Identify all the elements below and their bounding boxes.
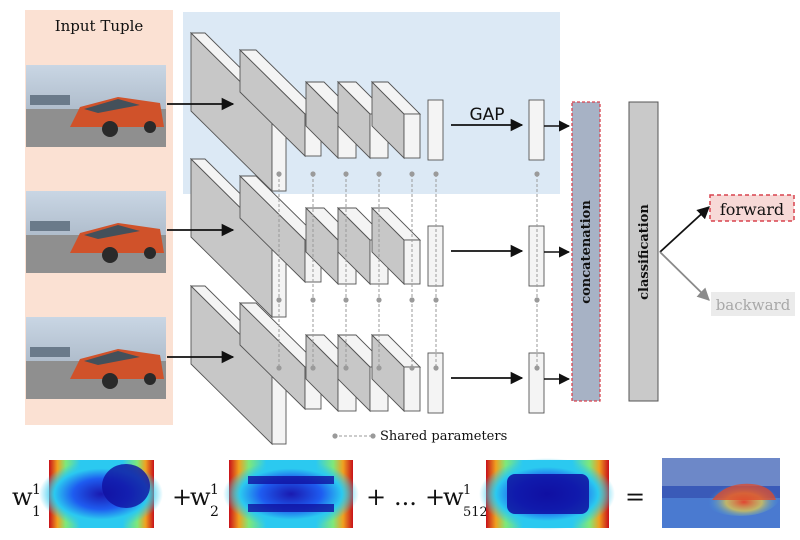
backward-arrow [659, 251, 710, 301]
cnn-stream-1 [167, 31, 571, 193]
input-frame-2 [26, 191, 166, 273]
weight-1-subscript: 1 [32, 504, 41, 520]
gap-vector [528, 99, 545, 161]
plus-sign: + [366, 483, 386, 511]
weight-512-subscript: 512 [463, 505, 488, 520]
classification-layer [628, 101, 659, 402]
shared-parameter-link [343, 171, 349, 371]
forward-label: forward [720, 200, 784, 219]
shared-parameter-link [409, 171, 415, 371]
weight-2-subscript: 2 [210, 504, 219, 520]
shared-parameters-legend-dot [332, 433, 338, 439]
cnn-stream-3 [167, 284, 571, 446]
weight-512-symbol: w [443, 483, 464, 511]
conv-block-5 [370, 333, 422, 413]
gap-vector [528, 352, 545, 414]
feature-map-heatmap-1 [39, 460, 163, 528]
conv-block-5 [370, 80, 422, 160]
shared-parameter-link [376, 171, 382, 371]
shared-parameters-legend-dot [370, 433, 376, 439]
shared-parameter-link [276, 171, 282, 371]
forward-box [709, 194, 795, 222]
weight-1-symbol: w [12, 483, 33, 511]
classification-label: classification [637, 204, 652, 300]
backward-label: backward [716, 296, 791, 314]
concatenation-label: concatenation [579, 200, 594, 304]
input-frame-3 [26, 317, 166, 399]
input-frame-1 [26, 65, 166, 147]
conv-output-vector [427, 352, 444, 414]
shared-parameters-label: Shared parameters [380, 429, 507, 444]
shared-parameter-link [433, 171, 439, 371]
backward-box [711, 292, 795, 316]
conv-block-2 [238, 48, 323, 158]
feature-map-heatmap-512 [479, 458, 615, 530]
plus-sign: + [172, 483, 192, 511]
weight-2-symbol: w [190, 483, 211, 511]
concatenation-layer [571, 101, 601, 402]
shared-parameter-link [310, 171, 316, 371]
ellipsis: ... [394, 483, 417, 511]
shared-parameter-link [534, 171, 540, 371]
weight-2-superscript: 1 [210, 482, 219, 498]
weight-1-superscript: 1 [32, 482, 41, 498]
cam-equation: w 1 1 + w 1 2 + ... + w 1 512 = [12, 482, 645, 520]
conv-output-vector [427, 99, 444, 161]
plus-sign: + [425, 483, 445, 511]
input-tuple-title: Input Tuple [55, 17, 144, 35]
gap-label: GAP [469, 105, 504, 125]
class-activation-map [662, 458, 780, 528]
forward-arrow [659, 206, 710, 253]
feature-map-heatmap-2 [223, 460, 359, 528]
equals-sign: = [625, 483, 645, 511]
weight-512-superscript: 1 [463, 483, 471, 498]
